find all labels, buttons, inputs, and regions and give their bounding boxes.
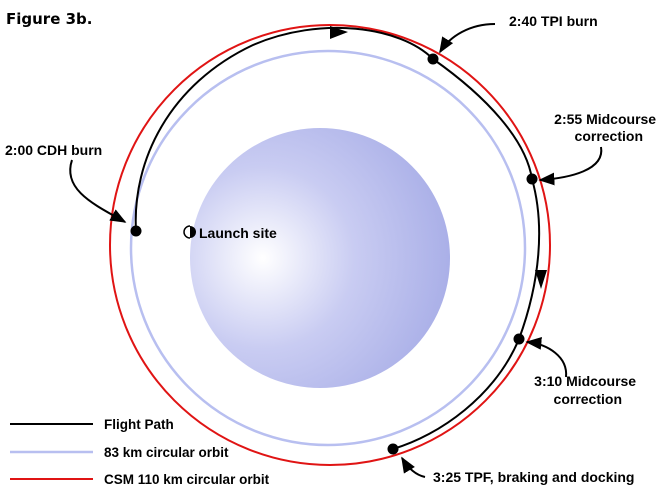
orbit-83km-circle (129, 49, 527, 447)
callout-arrow-midcourse-1 (538, 146, 603, 186)
flight-direction-arrow-top (330, 26, 348, 39)
flight-path (134, 26, 541, 450)
callout-arrow-midcourse-2 (525, 337, 568, 378)
csm-orbit-circle (109, 24, 551, 466)
moon-body (190, 128, 450, 388)
event-label-cdh: 2:00 CDH burn (5, 142, 102, 158)
launch-site-marker (190, 226, 196, 238)
event-dot-midcourse-2 (513, 333, 525, 345)
event-label-tpi: 2:40 TPI burn (509, 13, 598, 29)
launch-site-label: Launch site (199, 225, 277, 241)
legend-label-flight-path: Flight Path (104, 417, 174, 432)
event-label-tpf: 3:25 TPF, braking and docking (433, 469, 634, 485)
callout-arrow-tpf (401, 456, 426, 478)
legend: Flight Path 83 km circular orbit CSM 110… (10, 417, 270, 487)
figure-title: Figure 3b. (6, 10, 92, 28)
event-dot-midcourse-1 (526, 173, 538, 185)
legend-label-orbit-83km: 83 km circular orbit (104, 445, 229, 460)
callout-arrow-cdh (69, 159, 127, 223)
flight-direction-arrow-right (535, 270, 547, 289)
event-dot-tpf (387, 443, 399, 455)
event-dot-cdh (130, 225, 142, 237)
event-label-midcourse-1: 2:55 Midcourse correction (554, 111, 660, 144)
launch-site-marker-outline (183, 225, 191, 239)
event-dot-tpi (427, 53, 439, 65)
event-label-midcourse-2: 3:10 Midcourse correction (534, 373, 640, 407)
callout-arrow-tpi (439, 23, 496, 54)
legend-label-csm-orbit: CSM 110 km circular orbit (104, 472, 270, 487)
